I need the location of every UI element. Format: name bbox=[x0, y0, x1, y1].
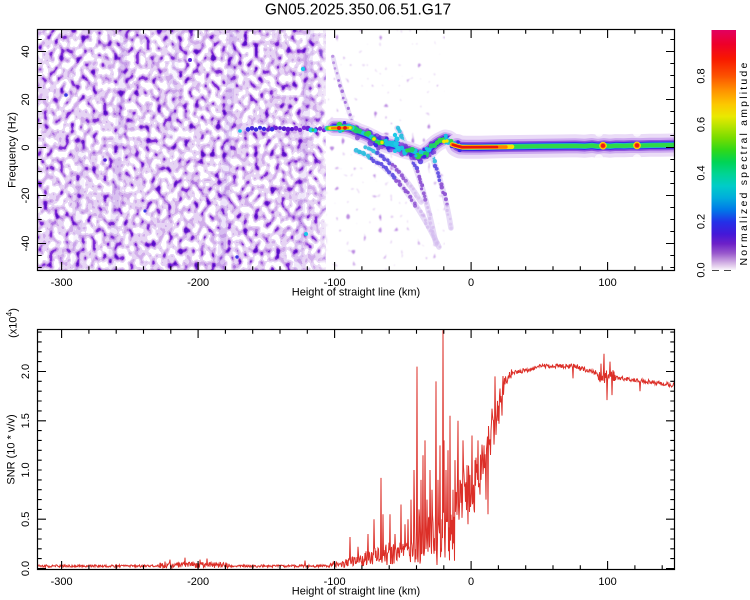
svg-text:-100: -100 bbox=[324, 576, 346, 588]
svg-text:-300: -300 bbox=[51, 576, 73, 588]
svg-text:0.2: 0.2 bbox=[696, 214, 708, 229]
svg-text:0.6: 0.6 bbox=[696, 117, 708, 132]
svg-text:100: 100 bbox=[598, 576, 616, 588]
svg-text:Height of straight line (km): Height of straight line (km) bbox=[292, 287, 420, 299]
svg-text:0.8: 0.8 bbox=[696, 68, 708, 83]
svg-text:Height of straight line (km): Height of straight line (km) bbox=[292, 586, 420, 598]
svg-text:0.4: 0.4 bbox=[696, 165, 708, 180]
svg-text:Frequency (Hz): Frequency (Hz) bbox=[7, 112, 19, 188]
svg-text:0: 0 bbox=[20, 144, 32, 150]
svg-text:-40: -40 bbox=[20, 236, 32, 252]
svg-text:0: 0 bbox=[468, 277, 474, 289]
svg-text:-200: -200 bbox=[187, 576, 209, 588]
svg-text:40: 40 bbox=[20, 45, 32, 57]
svg-text:0.5: 0.5 bbox=[20, 512, 32, 527]
svg-text:1.5: 1.5 bbox=[20, 413, 32, 428]
svg-text:100: 100 bbox=[598, 277, 616, 289]
svg-text:-200: -200 bbox=[187, 277, 209, 289]
svg-text:1.0: 1.0 bbox=[20, 462, 32, 477]
svg-text:-100: -100 bbox=[324, 277, 346, 289]
svg-text:2.0: 2.0 bbox=[20, 364, 32, 379]
svg-text:0: 0 bbox=[468, 576, 474, 588]
svg-text:SNR (10 * v/v): SNR (10 * v/v) bbox=[6, 414, 18, 484]
svg-text:20: 20 bbox=[20, 93, 32, 105]
svg-text:-300: -300 bbox=[51, 277, 73, 289]
svg-text:Normalized spectral amplitude: Normalized spectral amplitude bbox=[738, 60, 750, 265]
svg-text:GN05.2025.350.06.51.G17: GN05.2025.350.06.51.G17 bbox=[265, 2, 451, 19]
svg-text:-20: -20 bbox=[20, 188, 32, 204]
svg-text:(x104): (x104) bbox=[4, 308, 20, 338]
svg-text:0.0: 0.0 bbox=[696, 262, 708, 277]
svg-text:0.0: 0.0 bbox=[20, 561, 32, 576]
